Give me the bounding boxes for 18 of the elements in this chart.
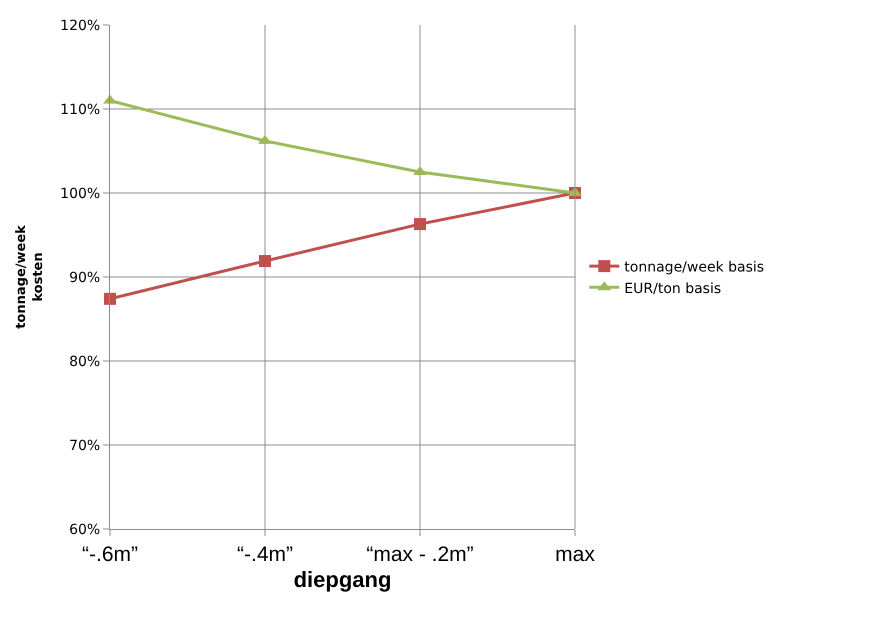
y-tick-label: 110%	[60, 102, 100, 118]
x-axis-title: diepgang	[294, 567, 392, 592]
y-tick-label: 70%	[69, 438, 100, 454]
y-tick-label: 60%	[69, 522, 100, 538]
x-tick-label: “-.4m”	[237, 543, 293, 566]
x-tick-label: “-.6m”	[82, 543, 138, 566]
y-axis-title: tonnage/week kosten	[14, 224, 46, 329]
y-tick-label: 80%	[69, 354, 100, 370]
y-tick-label: 120%	[60, 18, 100, 34]
point	[104, 292, 116, 305]
legend-label: tonnage/week basis	[624, 260, 764, 276]
x-tick-label: max	[555, 543, 596, 566]
y-tick-label: 100%	[60, 186, 100, 202]
x-tick-label: “max - .2m”	[366, 543, 474, 566]
point	[259, 255, 271, 268]
y-tick-label: 90%	[69, 270, 100, 286]
point	[414, 218, 426, 230]
legend-label: EUR/ton basis	[624, 280, 722, 297]
